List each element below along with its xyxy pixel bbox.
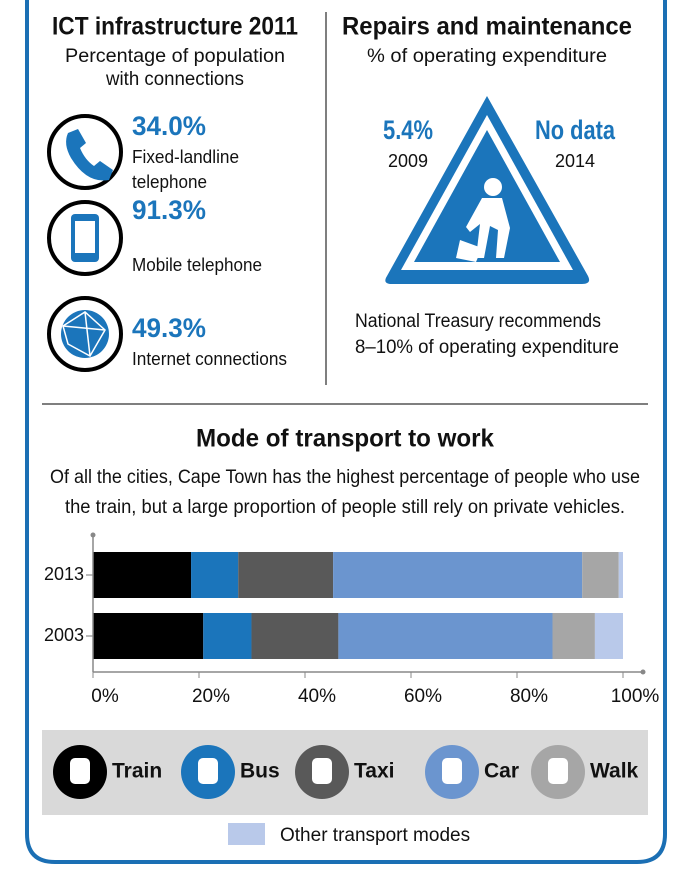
bar-segment [238, 552, 334, 598]
section-subtitle: % of operating expenditure [367, 46, 607, 67]
x-tick-label: 40% [298, 686, 336, 707]
stat-label: Internet connections [132, 349, 287, 369]
bar-segment [203, 613, 252, 659]
axis-end [640, 669, 646, 675]
stat-value: 91.3% [132, 195, 206, 225]
x-tick-label: 60% [404, 686, 442, 707]
legend-glyph [312, 758, 332, 784]
section-title: Repairs and maintenance [342, 13, 632, 41]
warning-sign [385, 96, 590, 284]
bar-segment [333, 552, 583, 598]
bar-segment [191, 552, 239, 598]
legend-swatch [228, 823, 265, 845]
chart-subtitle: Of all the cities, Cape Town has the hig… [50, 467, 640, 488]
y-tick-label: 2003 [44, 625, 84, 645]
bar-segment [338, 613, 553, 659]
chart-title: Mode of transport to work [196, 425, 494, 453]
section-title: ICT infrastructure 2011 [52, 13, 298, 41]
bar-segment [93, 552, 192, 598]
stat-value: 34.0% [132, 111, 206, 141]
note: 8–10% of operating expenditure [355, 337, 619, 358]
stat-label: telephone [132, 172, 207, 192]
legend-label: Bus [240, 760, 280, 783]
legend-label: Walk [590, 760, 639, 783]
legend-glyph [70, 758, 90, 784]
chart-subtitle: the train, but a large proportion of peo… [65, 497, 625, 518]
bar-segment [251, 613, 339, 659]
legend-label: Train [112, 760, 162, 783]
legend-label: Taxi [354, 760, 394, 783]
x-tick-label: 100% [611, 686, 660, 707]
axis-end [90, 532, 96, 538]
note: National Treasury recommends [355, 311, 601, 332]
bar-segment [93, 613, 204, 659]
x-tick-label: 0% [91, 686, 119, 707]
stat-year: 2009 [388, 151, 428, 171]
y-tick-label: 2013 [44, 564, 84, 584]
section-subtitle: with connections [105, 69, 244, 90]
bar-segment [582, 552, 619, 598]
stat-label: Fixed-landline [132, 147, 239, 167]
section-subtitle: Percentage of population [65, 46, 285, 67]
stat-value: 5.4% [383, 115, 433, 145]
bar-segment [618, 552, 623, 598]
stat-value: 49.3% [132, 313, 206, 343]
internet-icon [47, 296, 123, 372]
legend-glyph [442, 758, 462, 784]
stat-label: Mobile telephone [132, 255, 262, 275]
bar-segment [594, 613, 623, 659]
legend-label: Car [484, 760, 519, 783]
legend-label: Other transport modes [280, 825, 470, 846]
legend-glyph [198, 758, 218, 784]
legend-glyph [548, 758, 568, 784]
bar-segment [552, 613, 595, 659]
stat-value: No data [535, 115, 616, 145]
mobile-icon [47, 200, 123, 276]
phone-icon [47, 114, 123, 190]
x-tick-label: 20% [192, 686, 230, 707]
x-tick-label: 80% [510, 686, 548, 707]
stat-year: 2014 [555, 151, 595, 171]
